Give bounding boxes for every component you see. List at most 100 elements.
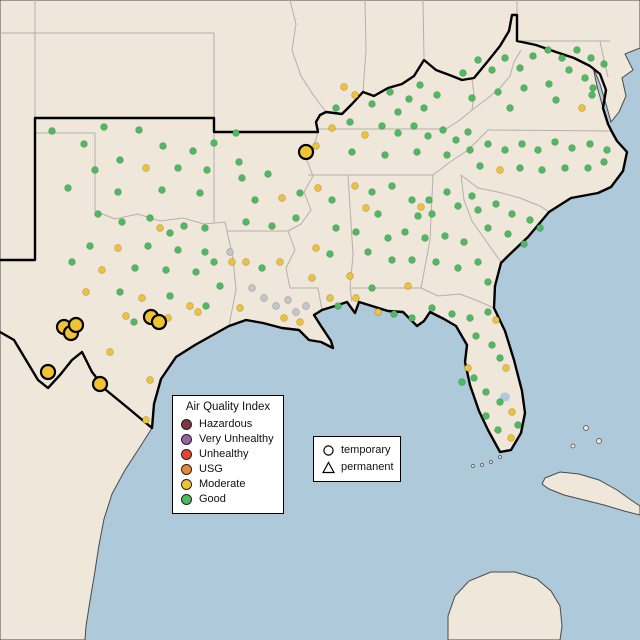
station-dot-moderate (578, 104, 586, 112)
station-dot-good (587, 54, 595, 62)
station-dot-moderate (146, 376, 154, 384)
station-dot-good (86, 242, 94, 250)
station-dot-good (368, 284, 376, 292)
station-dot-good (378, 122, 386, 130)
legend-swatch (181, 494, 192, 505)
station-dot-good (468, 192, 476, 200)
station-dot-good (348, 148, 356, 156)
temporary-station-circle (39, 363, 57, 381)
station-dot-good (520, 240, 528, 248)
station-dot-good (242, 218, 250, 226)
station-dot-good (538, 166, 546, 174)
station-dot-good (568, 144, 576, 152)
station-dot-good (466, 146, 474, 154)
station-dot-good (443, 188, 451, 196)
station-dot-good (68, 258, 76, 266)
station-dot-moderate (312, 142, 320, 150)
station-dot-good (216, 282, 224, 290)
station-dot-good (174, 164, 182, 172)
station-dot-good (474, 206, 482, 214)
station-dot-good (600, 158, 608, 166)
station-dot-good (551, 138, 559, 146)
station-dot-good (520, 84, 528, 92)
station-dot-good (332, 224, 340, 232)
station-dot-good (232, 129, 240, 137)
station-dot-good (210, 258, 218, 266)
station-dot-good (174, 246, 182, 254)
station-dot-moderate (502, 364, 510, 372)
station-dot-moderate (312, 244, 320, 252)
station-dot-good (201, 224, 209, 232)
station-dot-good (416, 81, 424, 89)
station-dot-good (459, 69, 467, 77)
station-dot-good (552, 96, 560, 104)
station-dot-moderate (351, 182, 359, 190)
station-dot-moderate (346, 272, 354, 280)
station-dot-good (504, 230, 512, 238)
aqi-legend: Air Quality Index Hazardous Very Unhealth… (172, 395, 284, 514)
station-dot-good (494, 88, 502, 96)
legend-item-usg: USG (181, 462, 275, 477)
station-dot-moderate (492, 316, 500, 324)
station-dot-good (328, 196, 336, 204)
station-dot-good (368, 188, 376, 196)
station-dot-moderate (352, 294, 360, 302)
cuba-island (541, 471, 640, 516)
station-dot-good (368, 100, 376, 108)
station-dot-moderate (417, 203, 425, 211)
yucatan-peninsula (447, 571, 563, 640)
aqi-legend-title: Air Quality Index (185, 401, 271, 413)
station-dot-moderate (404, 282, 412, 290)
temporary-station-circle (297, 143, 315, 161)
station-dot-good (514, 421, 522, 429)
station-dot-good (420, 104, 428, 112)
station-dot-na (260, 294, 268, 302)
station-dot-moderate (280, 314, 288, 322)
station-dot-moderate (362, 204, 370, 212)
station-dot-good (251, 196, 259, 204)
station-dot-moderate (98, 266, 106, 274)
station-dot-good (401, 228, 409, 236)
legend-swatch (181, 464, 192, 475)
station-dot-moderate (374, 308, 382, 316)
station-dot-good (346, 118, 354, 126)
station-dot-good (384, 234, 392, 242)
station-dot-moderate (242, 258, 250, 266)
legend-swatch (181, 434, 192, 445)
station-dot-good (508, 210, 516, 218)
station-dot-moderate (142, 164, 150, 172)
station-dot-moderate (278, 194, 286, 202)
legend-label-permanent: permanent (341, 461, 394, 473)
temporary-station-circle (150, 313, 168, 331)
station-dot-good (162, 266, 170, 274)
station-dot-moderate (308, 274, 316, 282)
station-dot-good (501, 146, 509, 154)
station-dot-good (441, 232, 449, 240)
station-dot-good (80, 140, 88, 148)
station-dot-good (146, 214, 154, 222)
station-dot-good (118, 218, 126, 226)
station-dot-good (460, 238, 468, 246)
station-dot-moderate (496, 166, 504, 174)
station-dot-good (501, 54, 509, 62)
station-dot-moderate (156, 224, 164, 232)
station-dot-good (135, 126, 143, 134)
temporary-station-circle (67, 316, 85, 334)
station-dot-good (100, 123, 108, 131)
station-dot-good (202, 302, 210, 310)
station-dot-good (48, 127, 56, 135)
station-dot-good (292, 214, 300, 222)
station-dot-good (114, 188, 122, 196)
station-dot-good (203, 166, 211, 174)
station-dot-moderate (186, 302, 194, 310)
station-dot-good (468, 94, 476, 102)
station-dot-good (561, 164, 569, 172)
station-dot-good (476, 162, 484, 170)
temporary-circle-icon (323, 445, 334, 456)
station-dot-good (534, 146, 542, 154)
station-dot-good (374, 210, 382, 218)
legend-label-temporary: temporary (341, 444, 391, 456)
station-dot-good (158, 186, 166, 194)
station-dots-layer (48, 46, 611, 442)
